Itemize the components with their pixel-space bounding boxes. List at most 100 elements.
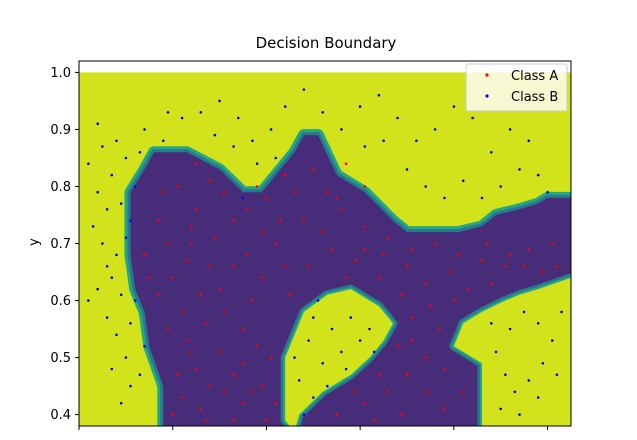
class-a-point [241,401,245,405]
class-a-point [260,230,264,234]
class-a-point [382,253,385,257]
class-a-point [223,190,226,194]
class-b-point [110,276,114,280]
class-b-point [166,111,170,114]
class-a-point [480,259,484,262]
class-b-point [302,88,306,91]
class-b-point [283,105,287,108]
class-b-point [115,139,118,143]
class-b-point [358,105,362,108]
class-b-point [536,322,540,325]
class-a-point [232,373,235,377]
class-a-point [218,287,221,291]
class-a-point [326,190,329,194]
class-a-point [340,208,343,211]
class-b-point [91,225,95,228]
y-tick-label: 1.0 [50,66,71,81]
class-a-point [555,265,559,268]
class-b-point [490,151,493,154]
class-a-point [194,367,198,371]
class-b-point [312,396,315,399]
class-a-point [429,304,432,308]
class-b-point [119,293,123,297]
class-b-point [143,344,146,348]
class-b-point [110,173,114,177]
class-b-point [105,265,109,268]
class-a-point [424,282,428,285]
class-a-point [457,253,460,257]
class-a-point [363,401,367,405]
class-b-point [162,139,165,143]
class-a-point [274,242,278,245]
class-a-point [504,265,507,268]
y-tick-label: 0.4 [50,408,71,423]
class-b-point [536,173,540,177]
y-axis-label: y [27,238,42,246]
class-a-point [401,293,404,297]
class-a-point [199,407,203,411]
class-b-point [119,401,123,405]
class-a-point [377,276,381,280]
class-a-point [307,265,310,268]
class-a-point [283,173,287,177]
class-a-point [312,168,315,171]
class-b-point [124,156,128,160]
class-a-point [166,242,170,245]
class-a-point [372,419,376,422]
class-b-point [405,168,409,171]
class-a-point [166,327,170,331]
class-a-point [185,339,189,342]
class-a-point [162,190,165,194]
class-b-point [297,379,301,382]
class-b-point [105,208,109,211]
class-a-point [194,208,198,211]
class-b-point [138,151,142,154]
legend-marker-class-b [485,94,489,98]
class-b-point [115,333,118,337]
class-b-point [443,196,446,200]
class-b-point [312,316,315,319]
class-a-point [157,219,160,222]
class-a-point [190,225,193,228]
class-a-point [190,350,193,354]
class-b-point [316,299,320,302]
class-a-point [255,185,259,188]
class-a-pocket [453,277,571,426]
class-a-point [452,299,456,302]
class-a-point [255,344,259,348]
class-b-point [241,196,245,200]
class-b-point [508,327,512,331]
class-a-point [260,384,264,388]
class-a-point [401,413,404,416]
class-b-point [96,122,99,125]
class-a-point [410,316,414,319]
class-b-point [330,327,334,331]
class-a-point [387,236,390,240]
class-a-point [344,276,348,280]
class-b-point [307,339,310,342]
class-b-point [133,299,137,302]
class-b-point [527,379,531,382]
class-b-point [119,202,123,205]
class-a-point [485,242,489,245]
legend-label-class-b: Class B [511,90,558,105]
class-a-point [180,396,184,399]
class-a-point [344,162,348,165]
class-b-point [480,196,484,200]
class-b-point [199,111,203,114]
class-b-point [133,185,137,188]
class-a-point [541,270,545,274]
class-a-point [208,265,212,268]
class-b-point [452,105,456,108]
class-b-point [143,128,146,131]
class-b-point [115,253,118,257]
y-tick-label: 0.6 [50,294,71,309]
class-b-point [555,373,559,377]
class-b-point [340,128,343,131]
class-b-point [180,116,184,120]
class-b-point [541,362,545,365]
class-a-point [424,356,428,359]
class-a-point [208,384,212,388]
